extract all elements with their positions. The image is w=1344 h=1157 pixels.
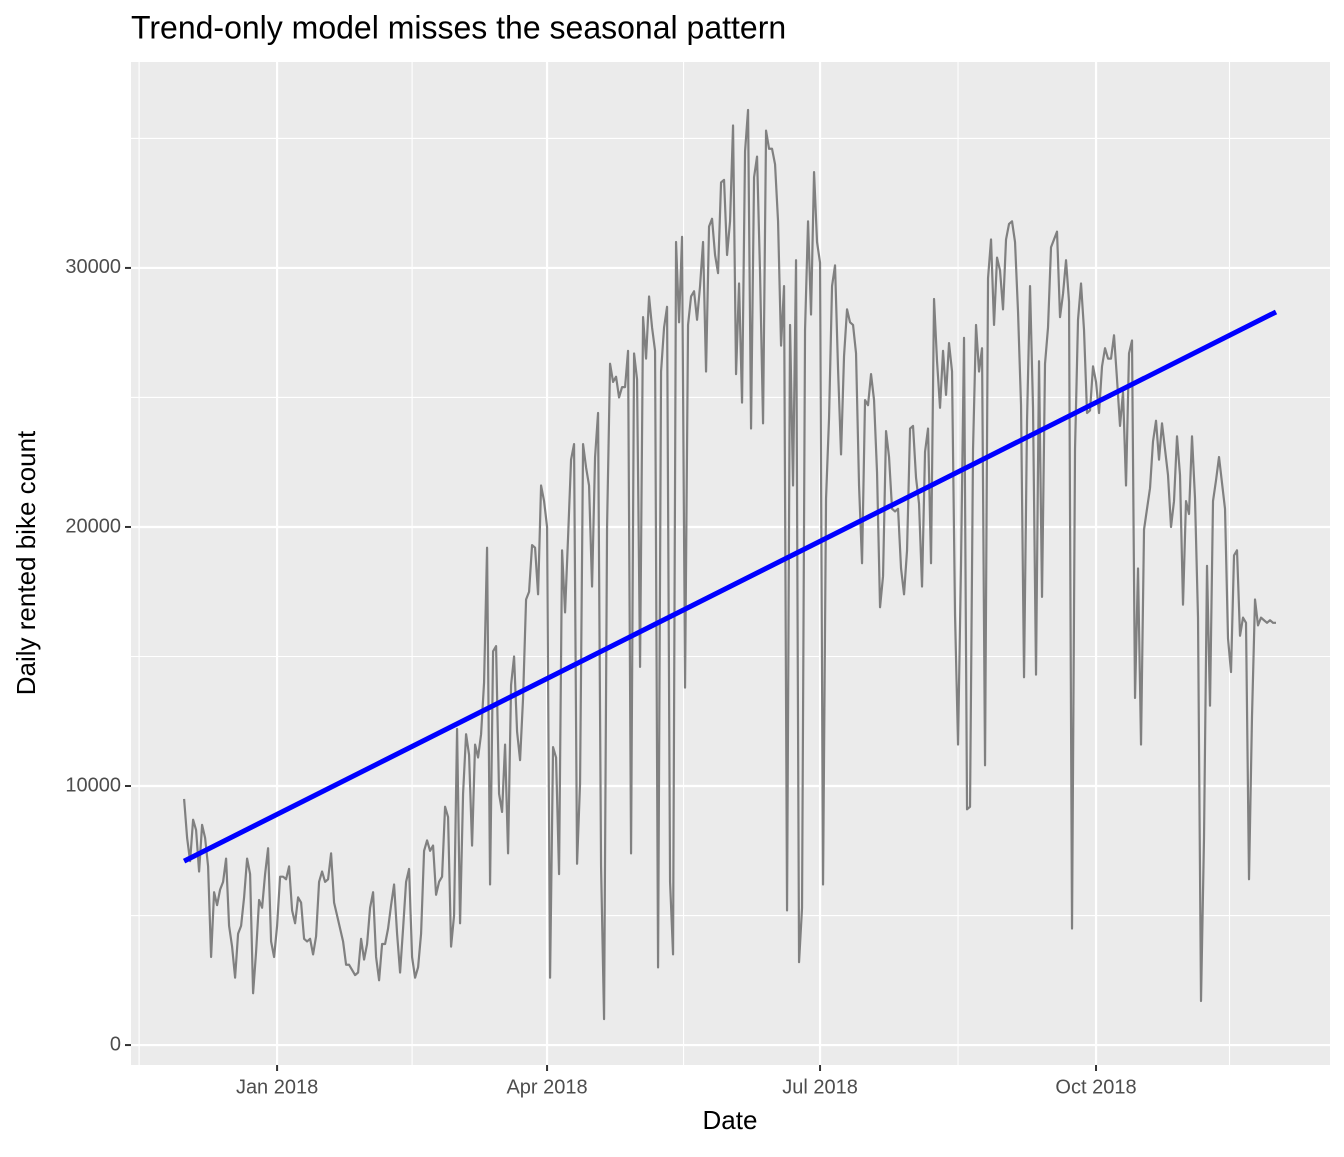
y-axis-title: Daily rented bike count [11,430,41,695]
y-tick-label: 30000 [65,256,121,278]
x-tick-label: Apr 2018 [506,1076,587,1098]
y-tick-label: 0 [110,1033,121,1055]
x-tick-label: Jul 2018 [782,1076,858,1098]
x-axis-title: Date [703,1105,758,1135]
y-tick-label: 10000 [65,774,121,796]
data-line [183,108,1276,1021]
panel [131,62,1330,1065]
chart-title: Trend-only model misses the seasonal pat… [131,9,786,45]
x-tick-label: Jan 2018 [236,1076,318,1098]
y-tick-label: 20000 [65,515,121,537]
trend-line [182,309,1278,864]
x-tick-label: Oct 2018 [1055,1076,1136,1098]
